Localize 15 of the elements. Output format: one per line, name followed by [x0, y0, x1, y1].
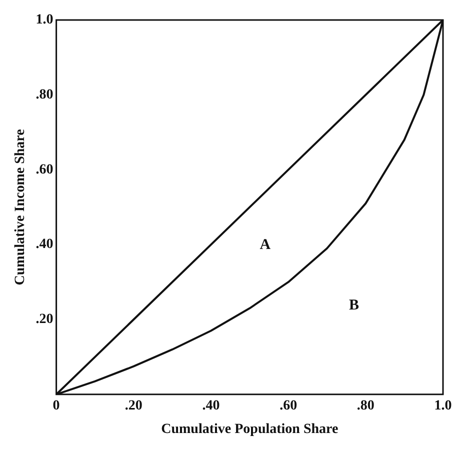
x-tick-label: 0 — [52, 398, 60, 414]
annotation: B — [349, 298, 360, 314]
y-axis-title: Cumulative Income Share — [13, 129, 28, 286]
x-tick-label: 1.0 — [434, 398, 452, 414]
y-tick-label: .60 — [36, 162, 54, 178]
x-tick-label: .40 — [202, 398, 220, 414]
y-tick-label: .40 — [36, 237, 54, 252]
y-tick-label: .80 — [36, 87, 54, 102]
x-axis-title: Cumulative Population Share — [161, 422, 338, 438]
y-tick-label: .20 — [36, 312, 54, 328]
x-tick-label: .80 — [356, 398, 374, 414]
y-tick-label: 1.0 — [36, 12, 54, 28]
annotation: A — [260, 236, 271, 253]
x-tick-label: .60 — [280, 398, 298, 414]
x-tick-label: .20 — [124, 398, 142, 414]
